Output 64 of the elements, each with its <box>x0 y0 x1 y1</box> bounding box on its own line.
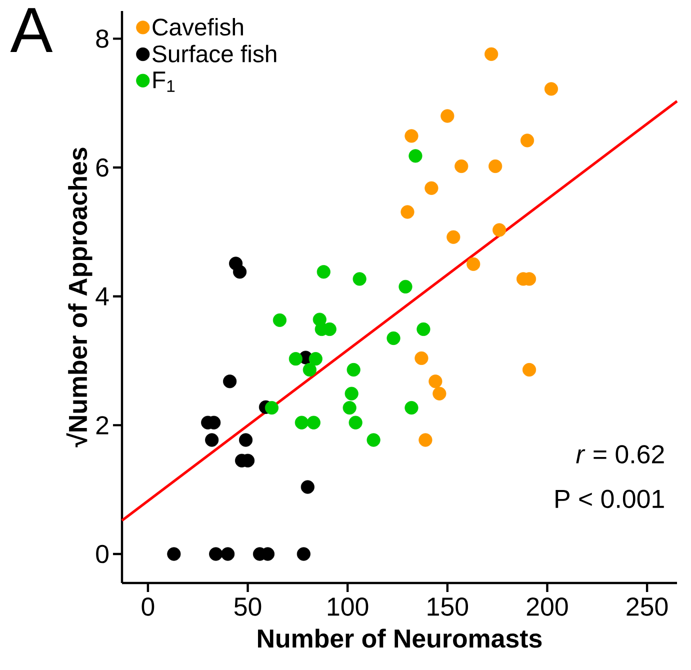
point <box>308 352 322 366</box>
point <box>544 82 558 96</box>
point <box>238 433 253 447</box>
point <box>398 280 412 294</box>
point <box>296 547 310 561</box>
y-tick-label: 4 <box>96 287 109 306</box>
point <box>454 159 468 174</box>
point <box>302 362 316 377</box>
x-tick-label: 50 <box>234 598 262 616</box>
legend-label: Cavefish <box>152 18 243 36</box>
point <box>522 362 536 377</box>
point <box>316 265 330 279</box>
point <box>288 352 302 366</box>
point <box>346 362 360 377</box>
annotation: r = 0.62 <box>576 445 664 464</box>
point <box>520 134 534 148</box>
point <box>386 331 400 346</box>
x-tick-label: 150 <box>428 598 468 616</box>
point <box>232 265 247 279</box>
x-axis-title: Number of Neuromasts <box>258 628 542 648</box>
legend-label: Surface fish <box>152 44 276 62</box>
x-tick-label: 200 <box>526 598 568 616</box>
y-tick-label: 2 <box>96 416 108 434</box>
point <box>414 351 428 365</box>
point <box>416 322 430 336</box>
point <box>408 149 422 163</box>
point <box>167 547 181 561</box>
point <box>424 181 438 195</box>
point <box>352 272 366 286</box>
point <box>488 159 502 174</box>
point <box>221 547 235 561</box>
point <box>205 433 219 447</box>
x-tick-label: 100 <box>328 598 368 616</box>
point <box>400 205 414 219</box>
legend-label: F$_{1}$ <box>153 72 175 92</box>
point <box>300 480 314 494</box>
point <box>404 400 418 415</box>
point <box>344 386 358 400</box>
point <box>466 257 480 271</box>
point <box>432 386 446 400</box>
point <box>272 313 287 327</box>
point <box>223 374 237 388</box>
point <box>484 47 498 61</box>
point <box>294 416 308 430</box>
y-tick-label: 6 <box>96 158 108 177</box>
point <box>264 400 279 415</box>
x-tick-label: 250 <box>626 598 668 616</box>
point <box>440 109 454 123</box>
annotation: P < 0.001 <box>556 490 664 508</box>
point <box>342 400 356 415</box>
point <box>348 416 362 430</box>
x-tick-label: 0 <box>142 598 154 616</box>
point <box>492 223 506 237</box>
point <box>366 433 380 447</box>
point <box>428 374 442 388</box>
point <box>209 547 223 561</box>
point <box>446 230 460 244</box>
y-tick-label: 8 <box>96 30 108 48</box>
y-tick-label: 0 <box>96 544 108 564</box>
point <box>306 416 320 430</box>
chart-title: A <box>10 8 53 52</box>
point <box>418 433 432 447</box>
y-axis-title: √Number of Approaches <box>66 148 92 448</box>
point <box>404 129 418 143</box>
